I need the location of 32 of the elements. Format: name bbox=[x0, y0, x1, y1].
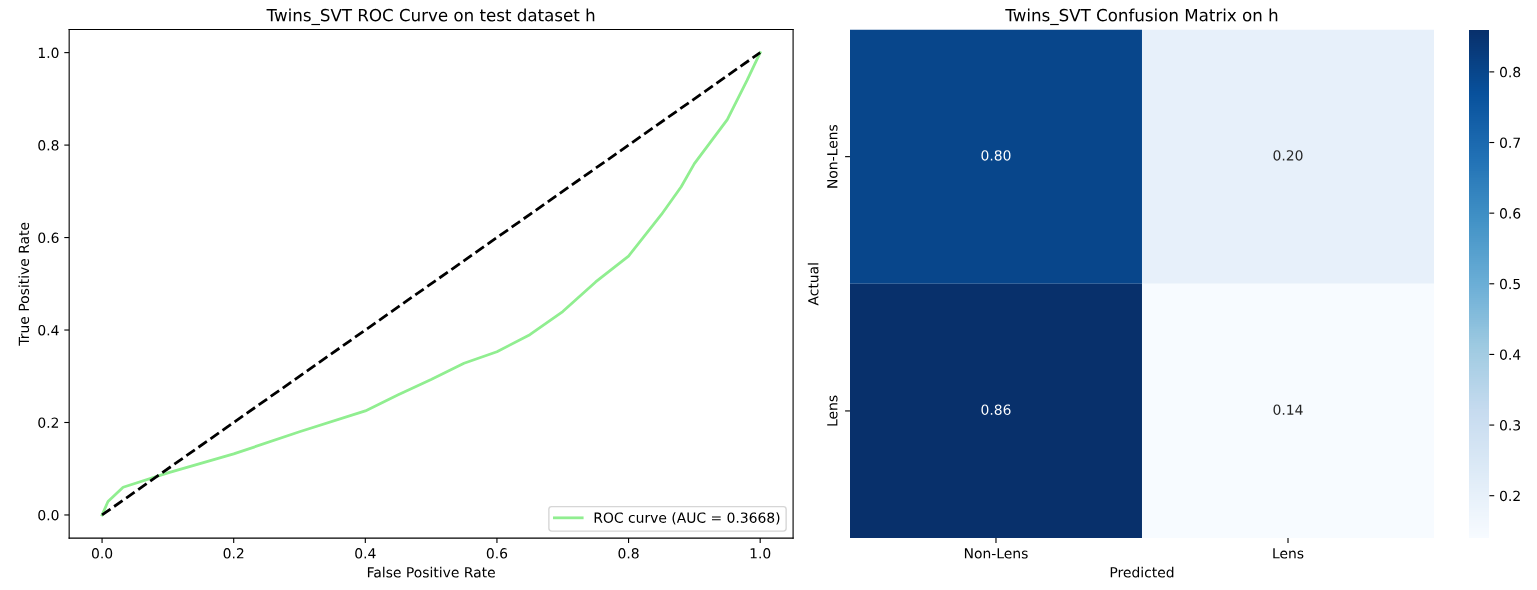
x-tick-label: 0.4 bbox=[355, 548, 376, 559]
x-tick-label: Lens bbox=[1273, 548, 1304, 559]
x-tick-label: 0.8 bbox=[618, 548, 639, 559]
chart-title: Twins_SVT Confusion Matrix on h bbox=[1005, 8, 1278, 26]
y-tick-label: 0.2 bbox=[38, 417, 59, 428]
color-bar-label: 0.4 bbox=[1499, 349, 1521, 360]
x-tick-label: 0.2 bbox=[223, 548, 244, 559]
y-axis-title: True Positive Rate bbox=[18, 222, 30, 346]
data-label: 0.14 bbox=[1273, 404, 1303, 415]
x-tick-label: 0.0 bbox=[91, 548, 113, 559]
color-bar-label: 0.2 bbox=[1499, 490, 1520, 502]
y-tick-label: 0.4 bbox=[38, 324, 59, 336]
color-bar-label: 0.5 bbox=[1499, 278, 1520, 290]
data-label: 0.86 bbox=[981, 404, 1011, 415]
data-label: 0.20 bbox=[1273, 150, 1303, 161]
y-tick-label: 0.6 bbox=[38, 232, 59, 244]
x-axis-title: Predicted bbox=[1110, 566, 1174, 578]
color-bar-label: 0.7 bbox=[1499, 137, 1520, 148]
color-bar-label: 0.6 bbox=[1499, 208, 1521, 219]
y-tick-label: 0.0 bbox=[38, 509, 59, 521]
data-label: 0.80 bbox=[981, 150, 1011, 161]
y-tick-label: 1.0 bbox=[38, 47, 59, 59]
color-bar-label: 0.8 bbox=[1499, 66, 1521, 78]
y-axis-title: Actual bbox=[807, 263, 819, 306]
x-tick-label: 0.6 bbox=[486, 548, 508, 559]
chart-title: Twins_SVT ROC Curve on test dataset h bbox=[266, 8, 595, 26]
y-tick-label: 0.8 bbox=[38, 140, 59, 151]
x-axis-title: False Positive Rate bbox=[367, 566, 495, 578]
x-tick-label: 1.0 bbox=[750, 548, 771, 559]
legend-label: ROC curve (AUC = 0.3668) bbox=[594, 512, 780, 525]
color-bar-label: 0.3 bbox=[1499, 420, 1521, 431]
x-tick-label: Non-Lens bbox=[964, 548, 1028, 559]
